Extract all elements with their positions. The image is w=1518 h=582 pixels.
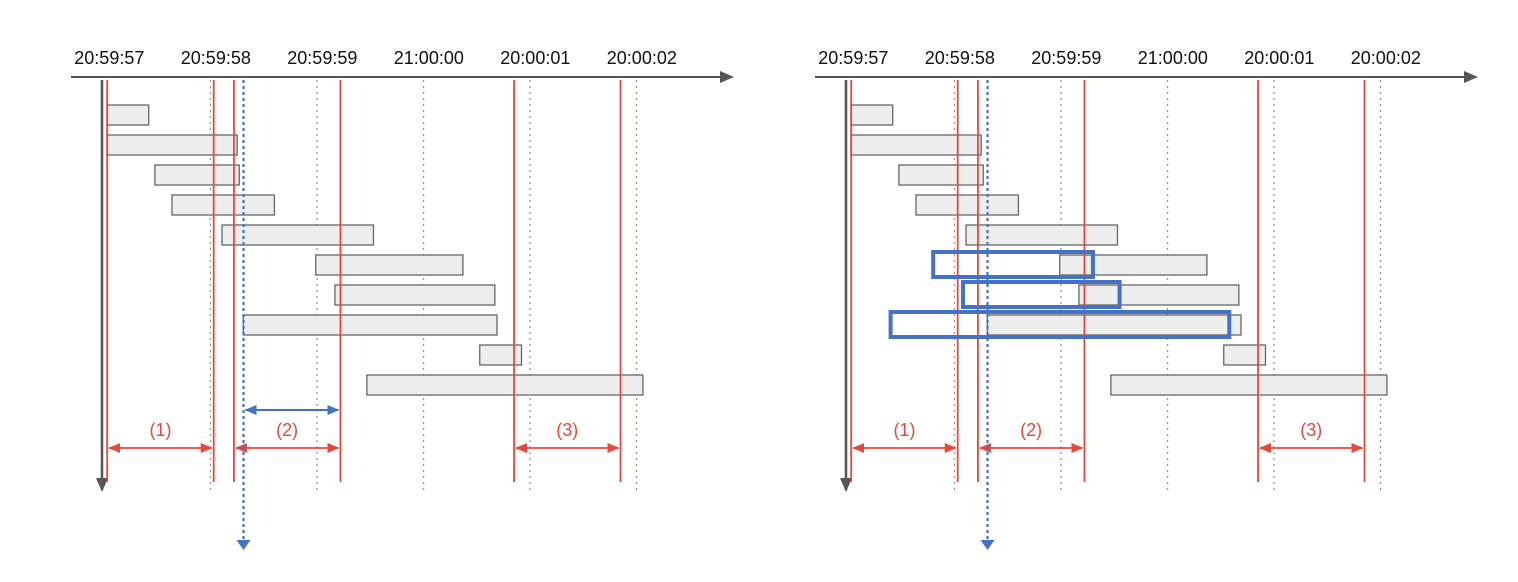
window-label: (1) (893, 420, 915, 440)
event-bar (315, 254, 464, 276)
event-bar (366, 374, 644, 396)
event-bar (1078, 284, 1240, 306)
event-bar (1223, 344, 1267, 366)
current-time-arrowhead (980, 540, 995, 550)
tick-label: 20:59:58 (181, 48, 251, 68)
window-label: (2) (276, 420, 298, 440)
event-bar (965, 224, 1119, 246)
tick-label: 20:00:02 (1351, 48, 1421, 68)
highlight-box (961, 280, 1122, 309)
event-bar (171, 194, 276, 216)
window-label: (2) (1020, 420, 1042, 440)
tick-label: 20:59:57 (818, 48, 888, 68)
event-bar (106, 104, 150, 126)
event-bar (106, 134, 238, 156)
highlight-box (931, 250, 1095, 279)
tick-label: 20:59:57 (74, 48, 144, 68)
event-bar (221, 224, 375, 246)
tick-label: 21:00:00 (1138, 48, 1208, 68)
event-bar (915, 194, 1020, 216)
tick-label: 20:59:59 (287, 48, 357, 68)
tick-label: 20:00:02 (607, 48, 677, 68)
tick-label: 21:00:00 (394, 48, 464, 68)
event-bar (1059, 254, 1208, 276)
window-label: (3) (556, 420, 578, 440)
event-bar (334, 284, 496, 306)
event-bar (898, 164, 984, 186)
current-time-arrowhead (236, 540, 251, 550)
event-bar (1110, 374, 1388, 396)
panel-right: 20:59:57 20:59:58 20:59:59 21:00:00 20:00:01… (815, 48, 1478, 550)
event-bar (986, 314, 1242, 336)
event-bar (242, 314, 498, 336)
event-bar (850, 104, 894, 126)
tick-label: 20:00:01 (500, 48, 570, 68)
highlight-box (888, 310, 1232, 339)
panel-left: 20:59:57 20:59:58 20:59:59 21:00:00 20:00:01… (71, 48, 734, 550)
event-bar (850, 134, 982, 156)
window-label: (3) (1300, 420, 1322, 440)
tick-label: 20:59:59 (1031, 48, 1101, 68)
tick-label: 20:00:01 (1244, 48, 1314, 68)
tick-label: 20:59:58 (925, 48, 995, 68)
event-bar (479, 344, 523, 366)
event-bar (154, 164, 240, 186)
window-label: (1) (149, 420, 171, 440)
